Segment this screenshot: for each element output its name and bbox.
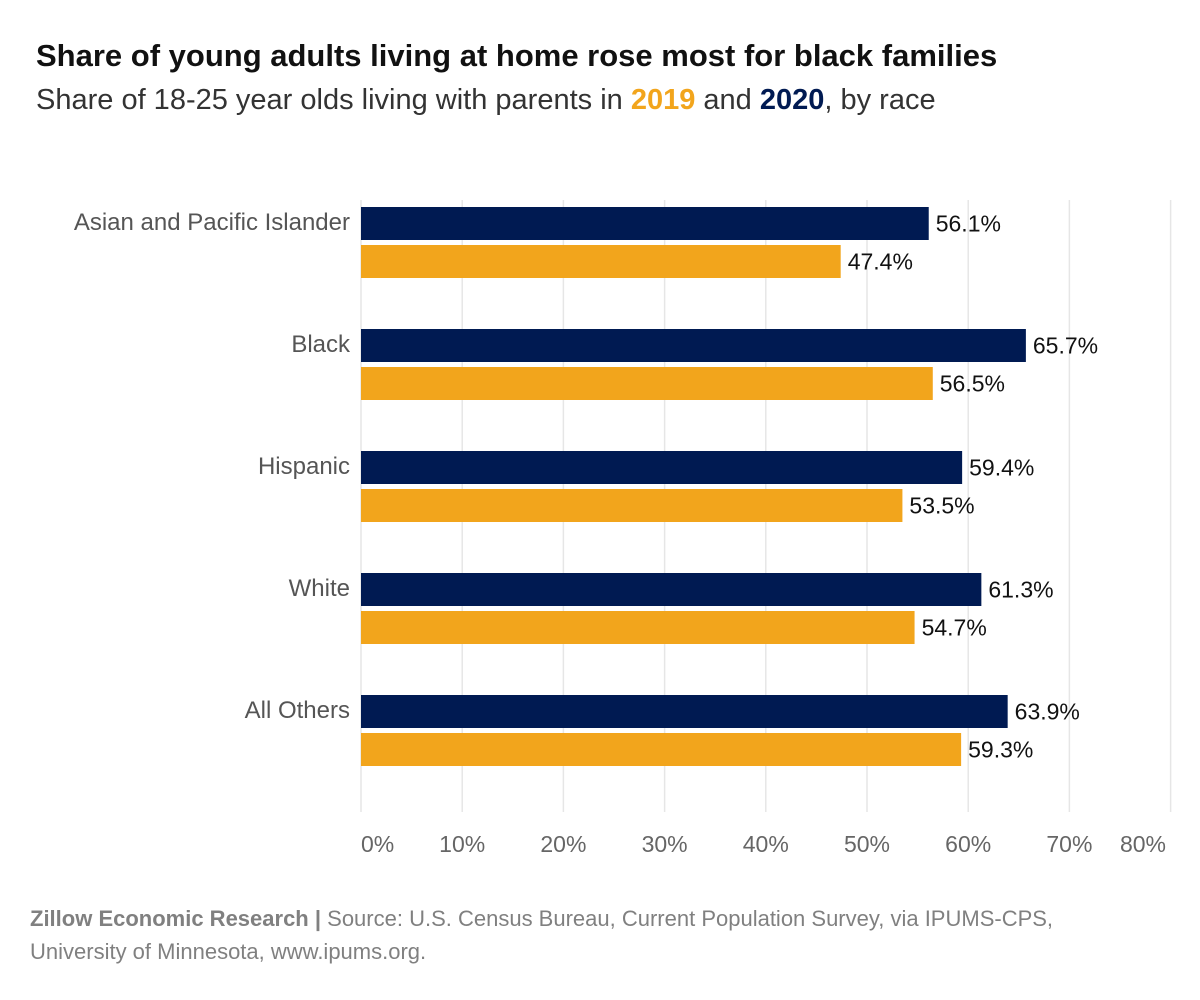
value-labels: 56.1% 47.4% 65.7% 56.5% 59.4% 53.5% 61.3%54.7%…: [848, 211, 1098, 763]
bars: [361, 207, 1026, 766]
bar-2019: [361, 489, 903, 522]
value-label: 56.5%: [940, 371, 1005, 397]
bar-2020: [361, 573, 982, 606]
x-tick-label: 70%: [1046, 831, 1092, 857]
x-tick-label: 10%: [439, 831, 485, 857]
category-label: Asian and Pacific Islander: [74, 209, 350, 236]
bar-2020: [361, 695, 1008, 728]
footer-separator: |: [308, 906, 328, 931]
legend-2019-label: 2019: [630, 84, 696, 116]
subtitle-prefix: Share of 18-25 year olds living with par…: [36, 84, 631, 116]
bar-2019: [361, 611, 915, 644]
bar-2020: [361, 329, 1026, 362]
category-label: White: [289, 575, 350, 602]
x-tick-label: 20%: [540, 831, 586, 857]
value-label: 59.4%: [969, 455, 1034, 481]
x-tick-label: 80%: [1120, 831, 1166, 857]
chart-title: Share of young adults living at home ros…: [36, 38, 998, 73]
x-tick-label: 0%: [361, 831, 394, 857]
x-tick-label: 50%: [844, 831, 890, 857]
bar-2019: [361, 367, 933, 400]
value-label: 65.7%: [1033, 333, 1098, 359]
bar-2019: [361, 733, 962, 766]
footer: Zillow Economic Research | Source: U.S. …: [30, 902, 1150, 968]
category-label: Black: [291, 331, 351, 358]
legend-2020-label: 2020: [759, 84, 825, 116]
footer-brand: Zillow Economic Research: [30, 906, 309, 931]
x-tick-label: 60%: [945, 831, 991, 857]
x-tick-label: 40%: [743, 831, 789, 857]
category-label: All Others: [245, 697, 350, 724]
bar-2019: [361, 245, 841, 278]
value-label: 54.7%: [922, 615, 987, 641]
value-label: 61.3%: [988, 577, 1053, 603]
category-labels: Asian and Pacific Islander Black Hispanic W…: [74, 209, 351, 724]
chart-subtitle: Share of 18-25 year olds living with par…: [36, 84, 936, 117]
category-label: Hispanic: [258, 453, 350, 480]
bar-2020: [361, 207, 929, 240]
footer-source: Source: U.S. Census Bureau, Current Popu…: [30, 906, 1054, 964]
value-label: 56.1%: [936, 211, 1001, 237]
value-label: 53.5%: [909, 493, 974, 519]
x-axis-ticks: 0% 10% 20% 30% 40% 50% 60% 70% 80%: [361, 831, 1166, 857]
value-label: 63.9%: [1015, 699, 1080, 725]
bar-chart: Asian and Pacific Islander Black Hispanic W…: [74, 200, 1172, 857]
subtitle-suffix: , by race: [824, 84, 936, 116]
x-tick-label: 30%: [642, 831, 688, 857]
subtitle-middle: and: [695, 84, 760, 116]
value-label: 59.3%: [968, 737, 1033, 763]
value-label: 47.4%: [848, 249, 913, 275]
bar-2020: [361, 451, 963, 484]
